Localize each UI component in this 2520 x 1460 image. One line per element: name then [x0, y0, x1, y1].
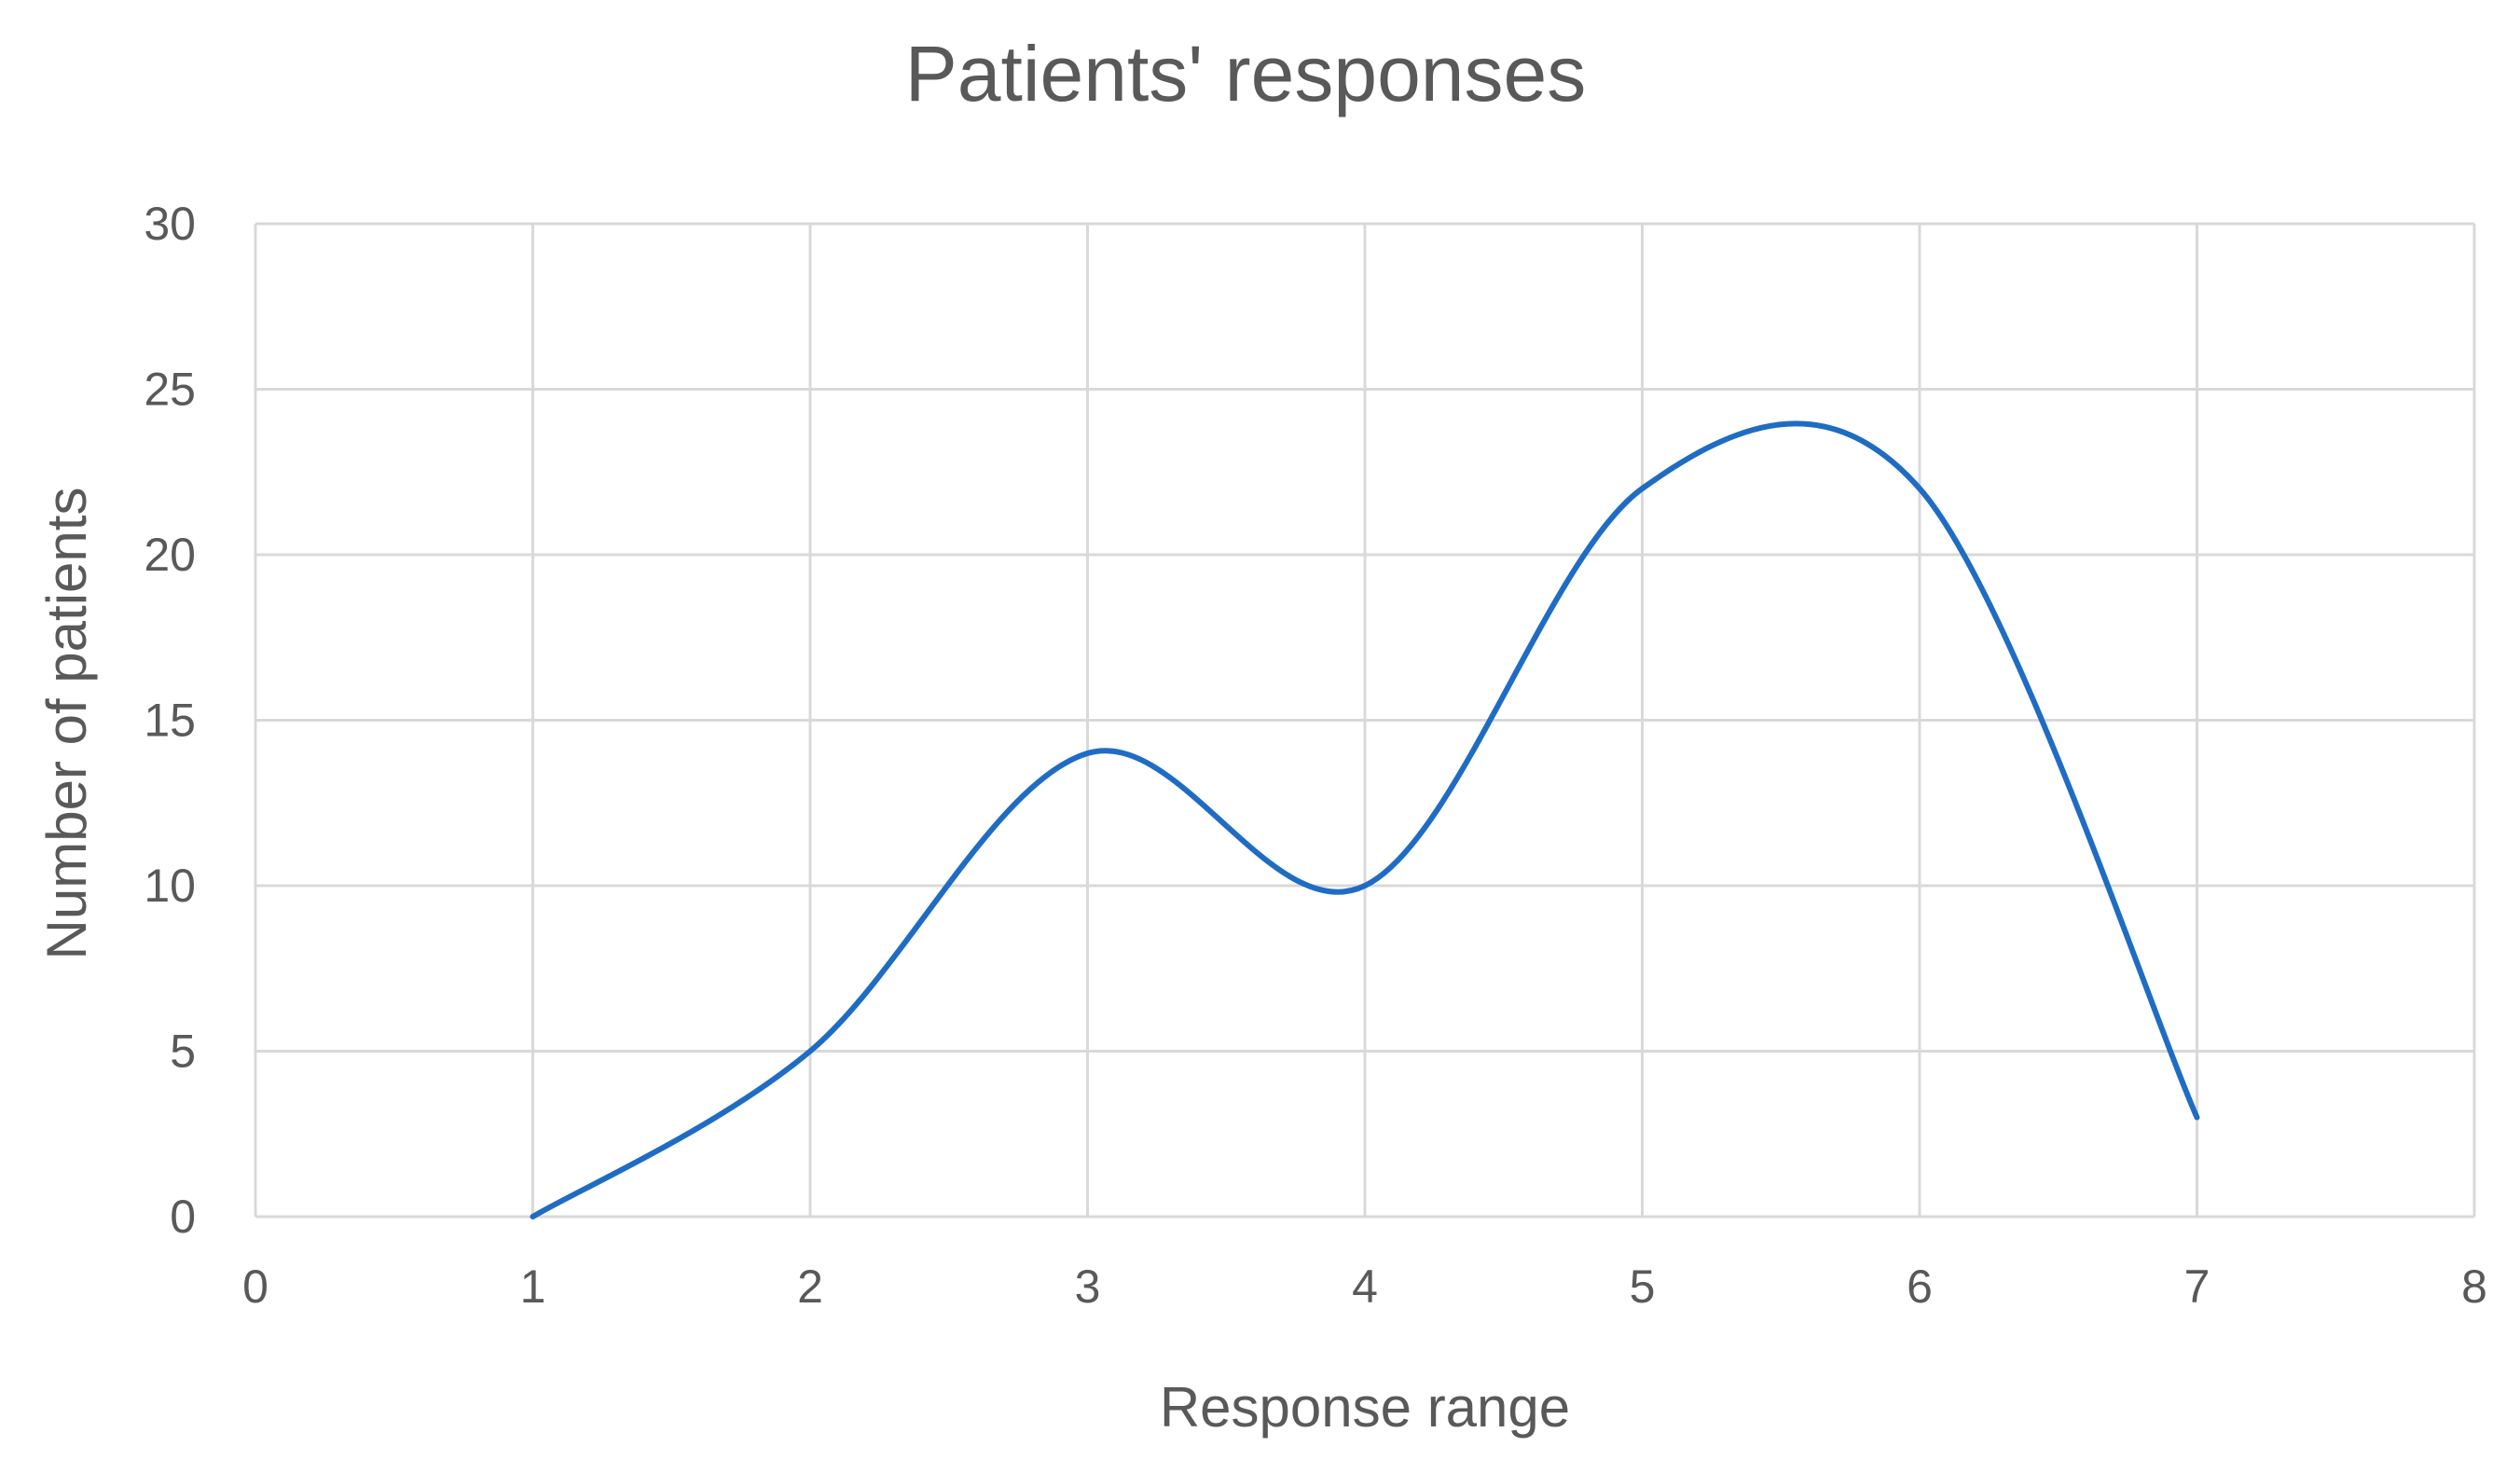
y-tick-label-0: 0: [170, 1191, 196, 1243]
x-tick-label-1: 1: [520, 1260, 546, 1313]
y-tick-label-5: 5: [170, 1026, 196, 1078]
tick-labels: 0 5 10 15 20 25 30 0 1 2 3 4 5 6 7 8: [144, 198, 2487, 1313]
x-tick-label-6: 6: [1907, 1260, 1933, 1313]
y-tick-label-10: 10: [144, 860, 196, 912]
x-tick-label-0: 0: [242, 1260, 269, 1313]
x-tick-label-7: 7: [2184, 1260, 2210, 1313]
y-axis-title: Number of patients: [35, 488, 98, 960]
y-tick-label-15: 15: [144, 695, 196, 747]
chart-title: Patients' responses: [905, 30, 1586, 117]
y-tick-label-30: 30: [144, 198, 196, 250]
x-tick-label-5: 5: [1630, 1260, 1656, 1313]
x-tick-label-4: 4: [1352, 1260, 1378, 1313]
y-tick-label-25: 25: [144, 364, 196, 416]
x-tick-label-2: 2: [797, 1260, 823, 1313]
x-tick-label-3: 3: [1075, 1260, 1101, 1313]
x-tick-label-8: 8: [2461, 1260, 2487, 1313]
y-tick-label-20: 20: [144, 529, 196, 581]
series-lines: [530, 420, 2200, 1219]
series-line-0: [530, 420, 2200, 1219]
grid: [254, 222, 2476, 1219]
x-axis-title: Response range: [1160, 1376, 1570, 1439]
